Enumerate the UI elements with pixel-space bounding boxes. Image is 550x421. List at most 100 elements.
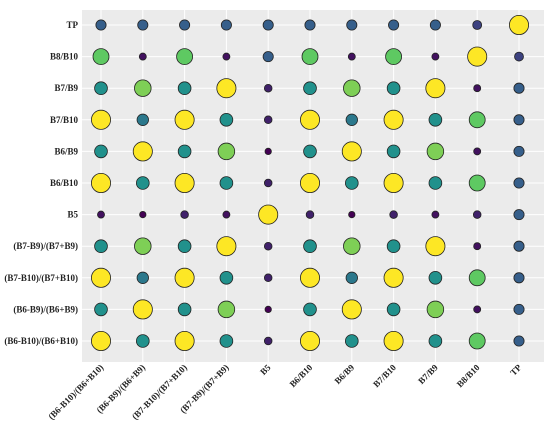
bubble-point (263, 115, 273, 125)
bubble-point (388, 19, 400, 31)
bubble-point (176, 48, 194, 65)
bubble-point (468, 174, 486, 192)
y-tick-label: B7/B10 (50, 115, 79, 125)
y-tick-label: (B7-B10)/(B7+B10) (4, 273, 78, 283)
bubble-point (303, 144, 317, 159)
y-tick-label: B6/B10 (50, 178, 79, 188)
bubble-point (304, 19, 316, 31)
bubble-point (219, 113, 234, 127)
bubble-point (344, 334, 359, 348)
x-tick-label: (B6-B10)/(B6+B10) (46, 362, 105, 421)
bubble-point (94, 81, 108, 95)
bubble-point (472, 20, 483, 30)
bubble-point (138, 52, 147, 61)
bubble-point (426, 300, 445, 319)
bubble-point (174, 267, 195, 288)
bubble-point (341, 141, 362, 162)
bubble-point (386, 239, 401, 254)
bubbles (91, 14, 529, 351)
y-tick-label: B5 (67, 210, 78, 220)
bubble-point (134, 237, 152, 255)
bubble-point (299, 172, 320, 193)
bubble-point (347, 52, 356, 61)
bubble-point (303, 239, 317, 254)
bubble-point (262, 19, 274, 31)
y-tick-label: TP (66, 20, 78, 30)
bubble-point (473, 305, 482, 314)
bubble-point (217, 300, 236, 319)
bubble-point (514, 51, 524, 62)
bubble-point (386, 144, 401, 159)
bubble-point (341, 299, 362, 320)
bubble-point (428, 270, 443, 285)
bubble-point (425, 236, 446, 257)
bubble-point (219, 176, 234, 190)
bubble-point (217, 142, 236, 161)
bubble-point (345, 113, 358, 126)
bubble-point (219, 270, 234, 285)
bubble-point (346, 19, 358, 31)
y-tick-label: (B6-B9)/(B6+B9) (13, 304, 78, 314)
bubble-point (303, 81, 317, 95)
bubble-point (383, 267, 404, 288)
bubble-point (263, 273, 273, 283)
bubble-point (305, 210, 315, 219)
bubble-point (389, 210, 398, 219)
bubble-point (344, 176, 359, 190)
bubble-point (95, 19, 107, 31)
bubble-point (301, 48, 319, 65)
bubble-point (473, 84, 482, 93)
bubble-point (177, 81, 192, 95)
bubble-point (468, 111, 486, 129)
bubble-point (468, 332, 486, 350)
bubble-point (263, 241, 273, 251)
bubble-point (91, 330, 112, 351)
y-axis-tick-labels: TP B8/B10 B7/B9 B7/B10 B6/B9 B6/B10 B5 (B7-B9)/… (4, 20, 78, 346)
bubble-point (383, 330, 404, 351)
bubble-point (425, 78, 446, 99)
bubble-point (472, 210, 482, 219)
bubble-point (513, 177, 525, 189)
bubble-point (428, 176, 443, 190)
bubble-point (513, 303, 525, 315)
bubble-point (219, 334, 234, 348)
bubble-point (94, 239, 108, 254)
y-tick-label: (B7-B9)/(B7+B9) (13, 241, 78, 251)
bubble-point (216, 78, 237, 99)
bubble-point (177, 302, 192, 317)
bubble-point (386, 81, 401, 95)
bubble-point (137, 19, 149, 31)
bubble-point (132, 141, 153, 162)
bubble-point (222, 210, 231, 219)
bubble-point (467, 46, 488, 67)
bubble-point (136, 176, 150, 190)
bubble-point (513, 145, 525, 157)
bubble-point (431, 52, 440, 61)
bubble-point (91, 109, 112, 130)
bubble-point (97, 210, 105, 219)
bubble-point (179, 19, 191, 31)
bubble-point (513, 209, 525, 221)
bubble-point (428, 113, 443, 127)
bubble-point (177, 239, 192, 254)
y-tick-label: B6/B9 (54, 146, 78, 156)
bubble-point (473, 147, 482, 156)
bubble-point (468, 269, 486, 287)
x-tick-label: B8/B10 (455, 362, 482, 389)
bubble-point (174, 330, 195, 351)
bubble-point (222, 52, 231, 61)
bubble-point (91, 172, 112, 193)
bubble-point (94, 302, 108, 317)
bubble-point (385, 48, 403, 65)
bubble-point (132, 299, 153, 320)
bubble-point (513, 82, 525, 94)
bubble-point (174, 172, 195, 193)
bubble-point (180, 210, 189, 219)
bubble-point (383, 172, 404, 193)
bubble-point (263, 178, 273, 188)
bubble-point (303, 302, 317, 317)
x-tick-label: B5 (258, 362, 273, 377)
y-tick-label: B8/B10 (50, 52, 79, 62)
bubble-point (136, 334, 150, 348)
bubble-point (386, 302, 401, 317)
